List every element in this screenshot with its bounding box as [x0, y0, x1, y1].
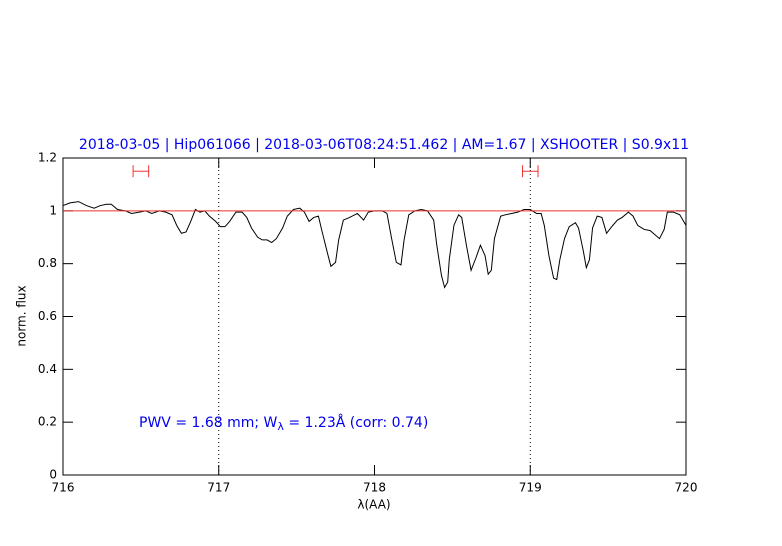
annotation-text: PWV = 1.68 mm; W — [139, 415, 278, 431]
y-axis-label: norm. flux — [15, 285, 29, 346]
y-tick-label: 1.2 — [38, 151, 57, 165]
x-axis-label: λ(AA) — [357, 498, 390, 512]
spectrum-line — [62, 201, 687, 289]
y-tick-label: 1 — [49, 203, 57, 217]
x-tick-label: 717 — [207, 481, 230, 495]
y-tick-label: 0.8 — [38, 256, 57, 270]
y-tick-label: 0.6 — [38, 309, 57, 323]
y-tick-label: 0.2 — [38, 415, 57, 429]
chart-title: 2018-03-05 | Hip061066 | 2018-03-06T08:2… — [79, 137, 689, 153]
y-tick-label: 0.4 — [38, 362, 57, 376]
x-tick-label: 720 — [675, 481, 698, 495]
x-tick-label: 719 — [519, 481, 542, 495]
x-tick-label: 716 — [52, 481, 75, 495]
annotation-subscript: λ — [277, 420, 284, 433]
annotation-text: = 1.23Å (corr: 0.74) — [284, 414, 428, 431]
y-tick-label: 0 — [49, 468, 57, 482]
x-tick-label: 718 — [363, 481, 386, 495]
annotation: PWV = 1.68 mm; Wλ = 1.23Å (corr: 0.74) — [139, 414, 428, 433]
